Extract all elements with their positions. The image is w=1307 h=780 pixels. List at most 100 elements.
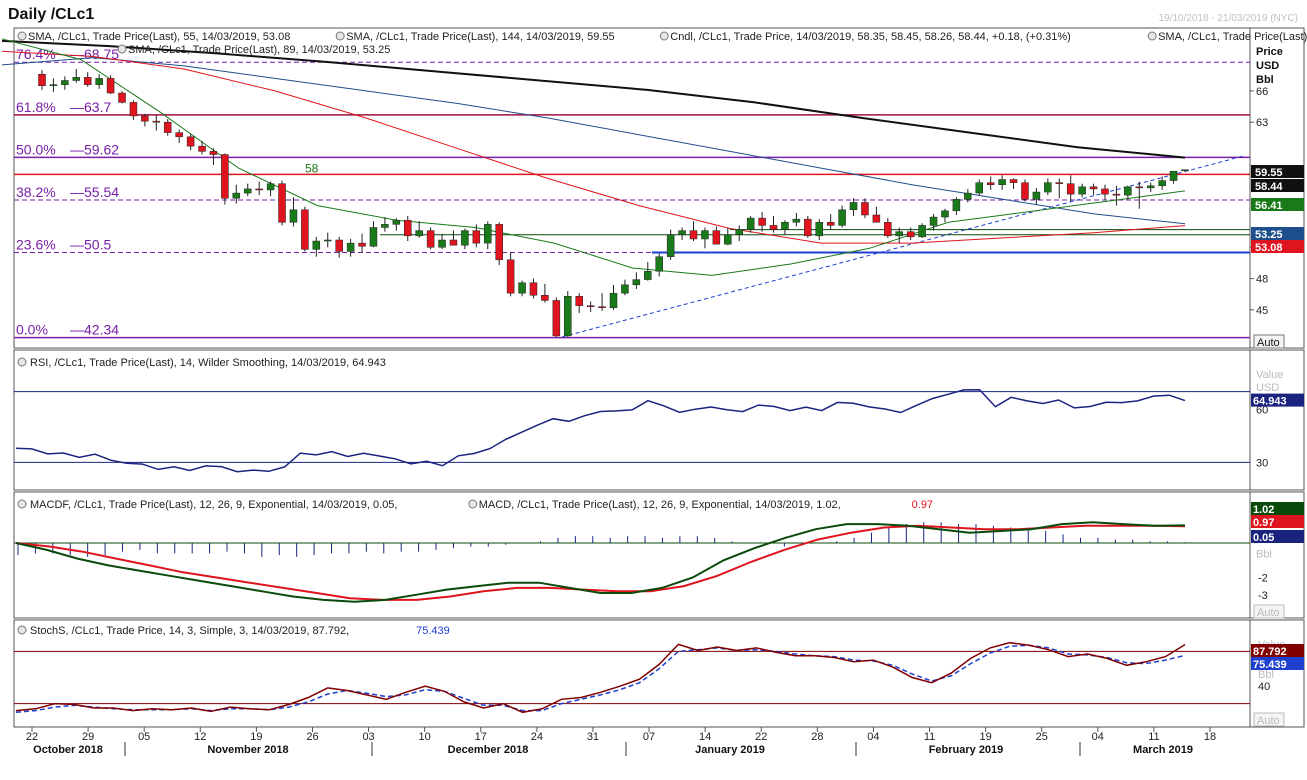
x-month-label: January 2019 — [695, 744, 765, 756]
x-tick-label: 24 — [531, 731, 543, 743]
candle — [1089, 186, 1098, 190]
candle — [426, 230, 435, 248]
price-badge-0: 59.55 — [1255, 167, 1283, 179]
candle — [701, 230, 709, 240]
price-tick-label: 63 — [1256, 117, 1268, 129]
price-legend-item-1: SMA, /CLc1, Trade Price(Last), 144, 14/0… — [346, 31, 614, 43]
candle — [575, 296, 583, 306]
price-badge-bg-1 — [1251, 179, 1304, 192]
x-tick-label: 31 — [587, 731, 599, 743]
x-tick-label: 28 — [811, 731, 823, 743]
candle — [506, 259, 515, 294]
candle — [986, 182, 995, 185]
candle — [541, 295, 549, 301]
stoch-auto-button[interactable] — [1253, 712, 1285, 727]
rsi-axis-title-0: Value — [1256, 369, 1283, 381]
candle — [438, 239, 446, 248]
price-auto-button[interactable] — [1253, 334, 1285, 349]
rsi-badge: 64.943 — [1253, 396, 1287, 408]
x-tick-label: 10 — [419, 731, 431, 743]
indicator-icon[interactable] — [1147, 31, 1157, 41]
candle — [461, 230, 469, 246]
candle — [586, 305, 595, 307]
candle — [392, 219, 401, 225]
candle — [118, 92, 126, 103]
fib-level-value-1: —63.7 — [70, 99, 111, 115]
candle — [38, 73, 46, 86]
candle — [518, 282, 526, 294]
candle — [815, 222, 823, 237]
indicator-icon[interactable] — [17, 31, 27, 41]
candle — [1044, 182, 1052, 193]
price-tick-label: 66 — [1256, 86, 1268, 98]
macd-panel-frame — [13, 491, 1305, 619]
candle — [324, 239, 332, 242]
price-tick-label: 45 — [1256, 305, 1268, 317]
indicator-icon[interactable] — [659, 31, 669, 41]
stoch-badge-bg-0 — [1251, 644, 1304, 657]
macd-badge-2: 0.05 — [1253, 532, 1274, 544]
indicator-icon[interactable] — [468, 499, 478, 509]
candle — [849, 202, 858, 211]
macd-auto-button[interactable] — [1253, 604, 1285, 619]
indicator-icon[interactable] — [117, 44, 127, 54]
price-badge-bg-2 — [1251, 198, 1304, 211]
indicator-icon[interactable] — [17, 357, 27, 367]
price-badge-3: 53.25 — [1255, 229, 1283, 241]
candle — [1078, 186, 1086, 195]
candle — [906, 231, 915, 238]
candle — [95, 78, 103, 85]
stoch-tick-label: 40 — [1258, 681, 1270, 693]
candle — [1009, 179, 1018, 183]
price-badge-4: 53.08 — [1255, 242, 1283, 254]
x-tick-label: 03 — [362, 731, 374, 743]
stoch-legend-b: 75.439 — [416, 625, 450, 637]
candle — [724, 234, 732, 245]
candle — [221, 154, 229, 199]
candle — [678, 230, 686, 236]
candle — [689, 230, 698, 240]
candle — [918, 225, 926, 238]
price-axis-title-2: Bbl — [1256, 74, 1274, 86]
rsi-tick-label: 30 — [1256, 457, 1268, 469]
candle — [621, 284, 629, 294]
candle — [1124, 186, 1132, 196]
rsi-line — [15, 388, 1186, 473]
x-month-label: February 2019 — [929, 744, 1004, 756]
candle — [655, 256, 663, 272]
candle — [769, 225, 778, 230]
price-badge-bg-4 — [1251, 240, 1304, 253]
candle — [998, 179, 1006, 185]
candle — [472, 230, 481, 244]
candle — [1066, 183, 1075, 195]
x-month-label: October 2018 — [33, 744, 103, 756]
macd-badge-bg-1 — [1251, 515, 1304, 528]
candle — [335, 239, 343, 252]
candle — [964, 192, 972, 200]
price-axis-title-1: USD — [1256, 60, 1279, 72]
fib-level-value-3: —55.54 — [70, 184, 119, 200]
candle — [404, 219, 412, 237]
candle — [1032, 191, 1041, 200]
stoch-axis-title-1: Bbl — [1258, 669, 1274, 681]
candle — [929, 216, 938, 226]
indicator-icon[interactable] — [335, 31, 345, 41]
rsi-tick-label: 60 — [1256, 404, 1268, 416]
candle — [804, 218, 812, 237]
rsi-panel-frame — [13, 349, 1305, 491]
candle — [232, 192, 241, 199]
macd-badge-1: 0.97 — [1253, 517, 1274, 529]
macd-signal-line — [15, 524, 1186, 601]
macd-legend-c: 0.97 — [912, 499, 933, 511]
indicator-icon[interactable] — [17, 499, 27, 509]
macd-badge-0: 1.02 — [1253, 504, 1274, 516]
candle — [484, 224, 492, 244]
indicator-icon[interactable] — [17, 625, 27, 635]
x-tick-label: 11 — [1148, 731, 1159, 743]
x-tick-label: 18 — [1204, 731, 1216, 743]
fib-level-pct-3: 38.2% — [16, 184, 56, 200]
price-legend-item-0: SMA, /CLc1, Trade Price(Last), 55, 14/03… — [28, 31, 290, 43]
price-legend-item-3: SMA, /CLc1, Trade Price(Last), 21, 14/03… — [1158, 31, 1307, 43]
